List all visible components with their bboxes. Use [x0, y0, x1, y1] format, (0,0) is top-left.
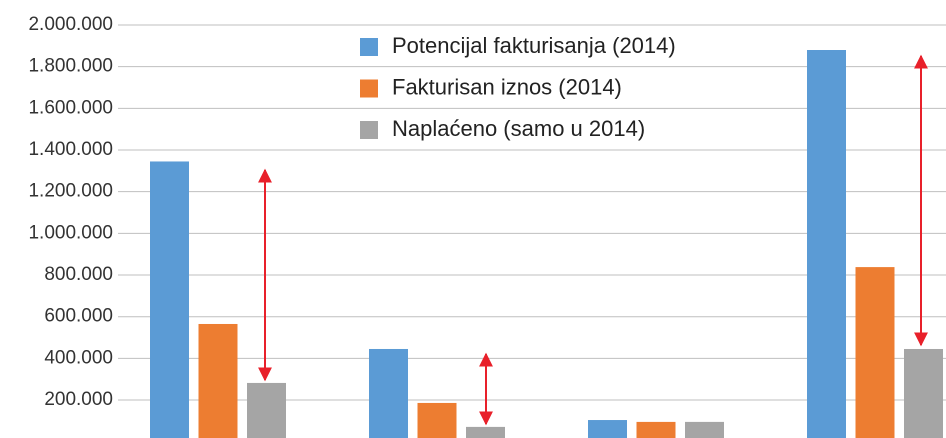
bar — [466, 426, 505, 438]
bar — [417, 402, 457, 438]
y-tick-label: 1.200.000 — [28, 181, 113, 202]
bar — [588, 420, 627, 438]
legend-swatch — [360, 38, 378, 56]
bar — [685, 421, 724, 438]
y-tick-label: 1.600.000 — [28, 97, 113, 118]
y-tick-label: 1.800.000 — [28, 56, 113, 77]
legend-label: Fakturisan iznos (2014) — [392, 74, 622, 99]
y-tick-label: 2.000.000 — [28, 14, 113, 35]
y-tick-label: 400.000 — [44, 347, 113, 368]
legend-label: Naplaćeno (samo u 2014) — [392, 116, 645, 141]
y-tick-label: 200.000 — [44, 389, 113, 410]
legend-swatch — [360, 79, 378, 98]
y-tick-label: 600.000 — [44, 306, 113, 327]
bar — [807, 50, 846, 438]
bar — [247, 382, 286, 438]
y-tick-label: 1.400.000 — [28, 139, 113, 160]
bar — [369, 348, 408, 438]
legend-swatch — [360, 121, 378, 139]
y-tick-label: 800.000 — [44, 264, 113, 285]
bar — [855, 267, 895, 438]
legend-label: Potencijal fakturisanja (2014) — [392, 33, 676, 58]
arrows — [258, 54, 928, 426]
bar — [198, 323, 238, 438]
bar — [636, 421, 676, 438]
y-tick-label: 1.000.000 — [28, 222, 113, 243]
bar — [150, 161, 189, 438]
bar — [904, 348, 943, 438]
